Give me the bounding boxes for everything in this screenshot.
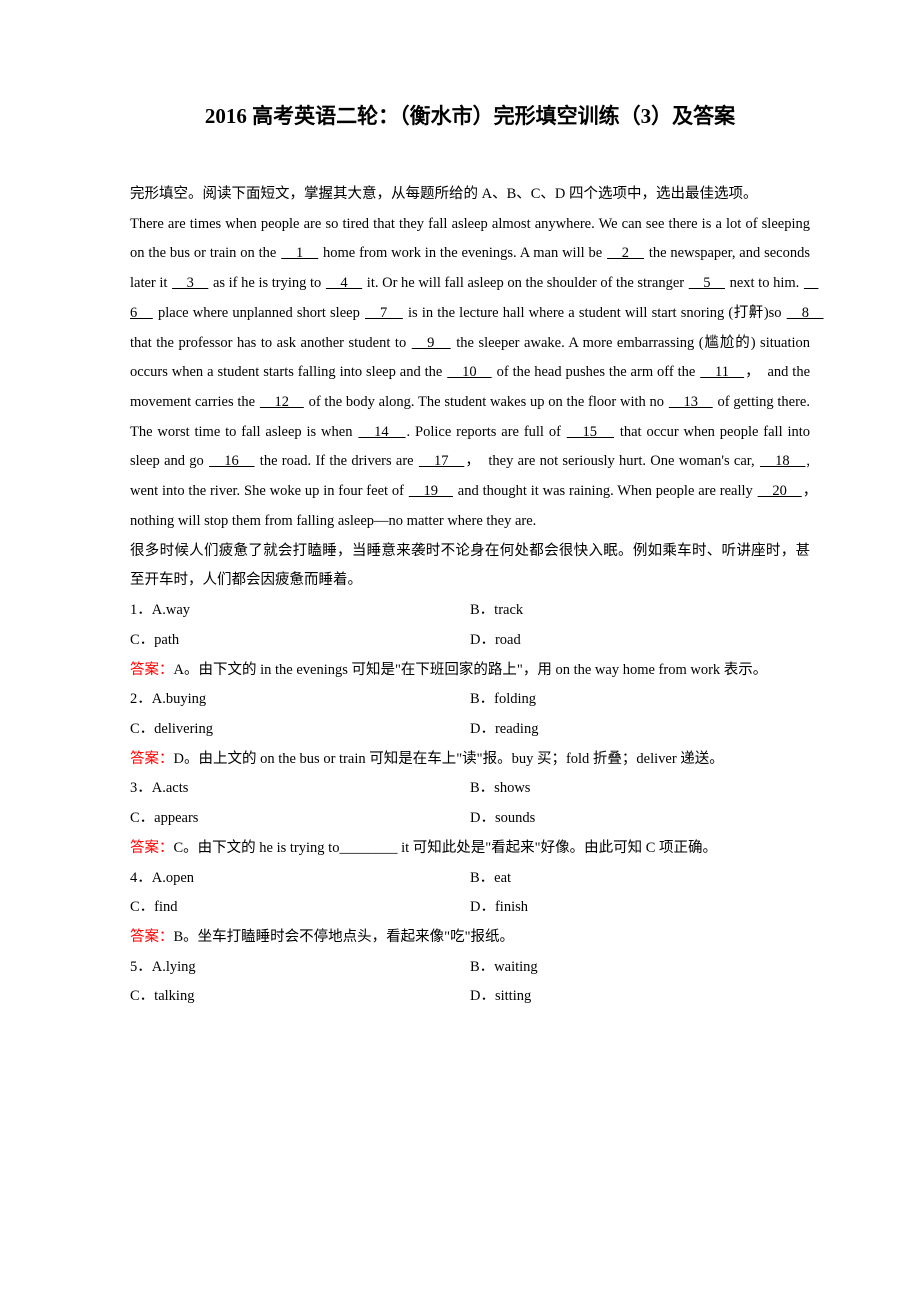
answer-4-text: B。坐车打瞌睡时会不停地点头，看起来像"吃"报纸。 xyxy=(174,929,515,945)
passage-text: ， they are not seriously hurt. One woman… xyxy=(465,453,759,469)
blank-16: 16 xyxy=(208,453,255,469)
option-4c: C．find xyxy=(130,893,470,923)
blank-3: 3 xyxy=(171,275,209,291)
question-4-row2: C．find D．finish xyxy=(130,893,810,923)
blank-7: 7 xyxy=(364,305,404,321)
passage-text: next to him. xyxy=(726,275,803,291)
answer-1-text: A。由下文的 in the evenings 可知是"在下班回家的路上"，用 o… xyxy=(174,662,768,678)
passage-text: it. Or he will fall asleep on the should… xyxy=(363,275,688,291)
option-3d: D．sounds xyxy=(470,804,810,834)
passage: There are times when people are so tired… xyxy=(130,210,810,537)
passage-text: as if he is trying to xyxy=(209,275,325,291)
question-4-row1: 4．A.open B．eat xyxy=(130,864,810,894)
passage-text: . Police reports are full of xyxy=(407,424,566,440)
passage-text: of the head pushes the arm off the xyxy=(493,364,700,380)
question-5-row1: 5．A.lying B．waiting xyxy=(130,953,810,983)
option-5b: B．waiting xyxy=(470,953,810,983)
option-2b: B．folding xyxy=(470,685,810,715)
blank-12: 12 xyxy=(259,394,305,410)
summary-paragraph: 很多时候人们疲惫了就会打瞌睡，当睡意来袭时不论身在何处都会很快入眠。例如乘车时、… xyxy=(130,537,810,596)
option-5c: C．talking xyxy=(130,982,470,1012)
answer-label: 答案： xyxy=(130,929,174,945)
option-3b: B．shows xyxy=(470,774,810,804)
blank-11: 11 xyxy=(699,364,745,380)
option-5d: D．sitting xyxy=(470,982,810,1012)
page-title: 2016 高考英语二轮：（衡水市）完形填空训练（3）及答案 xyxy=(130,100,810,130)
question-5-row2: C．talking D．sitting xyxy=(130,982,810,1012)
passage-text: place where unplanned short sleep xyxy=(154,305,364,321)
passage-text: and thought it was raining. When people … xyxy=(454,483,757,499)
blank-4: 4 xyxy=(325,275,363,291)
option-2c: C．delivering xyxy=(130,715,470,745)
option-1a: 1．A.way xyxy=(130,596,470,626)
blank-20: 20 xyxy=(757,483,803,499)
option-3a: 3．A.acts xyxy=(130,774,470,804)
option-1c: C．path xyxy=(130,626,470,656)
answer-2-text: D。由上文的 on the bus or train 可知是在车上"读"报。bu… xyxy=(174,751,724,767)
passage-text: of the body along. The student wakes up … xyxy=(305,394,668,410)
answer-2: 答案：D。由上文的 on the bus or train 可知是在车上"读"报… xyxy=(130,745,810,775)
blank-2: 2 xyxy=(606,245,645,261)
option-5a: 5．A.lying xyxy=(130,953,470,983)
answer-3-text: C。由下文的 he is trying to________ it 可知此处是"… xyxy=(174,840,718,856)
blank-1: 1 xyxy=(280,245,319,261)
passage-text: the road. If the drivers are xyxy=(256,453,418,469)
blank-10: 10 xyxy=(446,364,492,380)
blank-8: 8 xyxy=(786,305,825,321)
blank-5: 5 xyxy=(688,275,726,291)
question-2-row1: 2．A.buying B．folding xyxy=(130,685,810,715)
blank-17: 17 xyxy=(418,453,465,469)
question-3-row1: 3．A.acts B．shows xyxy=(130,774,810,804)
option-1b: B．track xyxy=(470,596,810,626)
option-3c: C．appears xyxy=(130,804,470,834)
question-1-row1: 1．A.way B．track xyxy=(130,596,810,626)
option-4a: 4．A.open xyxy=(130,864,470,894)
blank-9: 9 xyxy=(411,335,452,351)
answer-3: 答案：C。由下文的 he is trying to________ it 可知此… xyxy=(130,834,810,864)
answer-label: 答案： xyxy=(130,840,174,856)
blank-18: 18 xyxy=(759,453,806,469)
question-2-row2: C．delivering D．reading xyxy=(130,715,810,745)
blank-14: 14 xyxy=(357,424,406,440)
passage-text: is in the lecture hall where a student w… xyxy=(404,305,786,321)
answer-label: 答案： xyxy=(130,662,174,678)
option-4d: D．finish xyxy=(470,893,810,923)
answer-label: 答案： xyxy=(130,751,174,767)
option-1d: D．road xyxy=(470,626,810,656)
answer-4: 答案：B。坐车打瞌睡时会不停地点头，看起来像"吃"报纸。 xyxy=(130,923,810,953)
blank-19: 19 xyxy=(408,483,454,499)
option-4b: B．eat xyxy=(470,864,810,894)
answer-1: 答案：A。由下文的 in the evenings 可知是"在下班回家的路上"，… xyxy=(130,656,810,686)
intro-paragraph: 完形填空。阅读下面短文，掌握其大意，从每题所给的 A、B、C、D 四个选项中，选… xyxy=(130,180,810,210)
blank-15: 15 xyxy=(566,424,615,440)
question-1-row2: C．path D．road xyxy=(130,626,810,656)
option-2a: 2．A.buying xyxy=(130,685,470,715)
passage-text: home from work in the evenings. A man wi… xyxy=(319,245,606,261)
question-3-row2: C．appears D．sounds xyxy=(130,804,810,834)
blank-13: 13 xyxy=(668,394,714,410)
option-2d: D．reading xyxy=(470,715,810,745)
passage-text: that the professor has to ask another st… xyxy=(130,335,411,351)
